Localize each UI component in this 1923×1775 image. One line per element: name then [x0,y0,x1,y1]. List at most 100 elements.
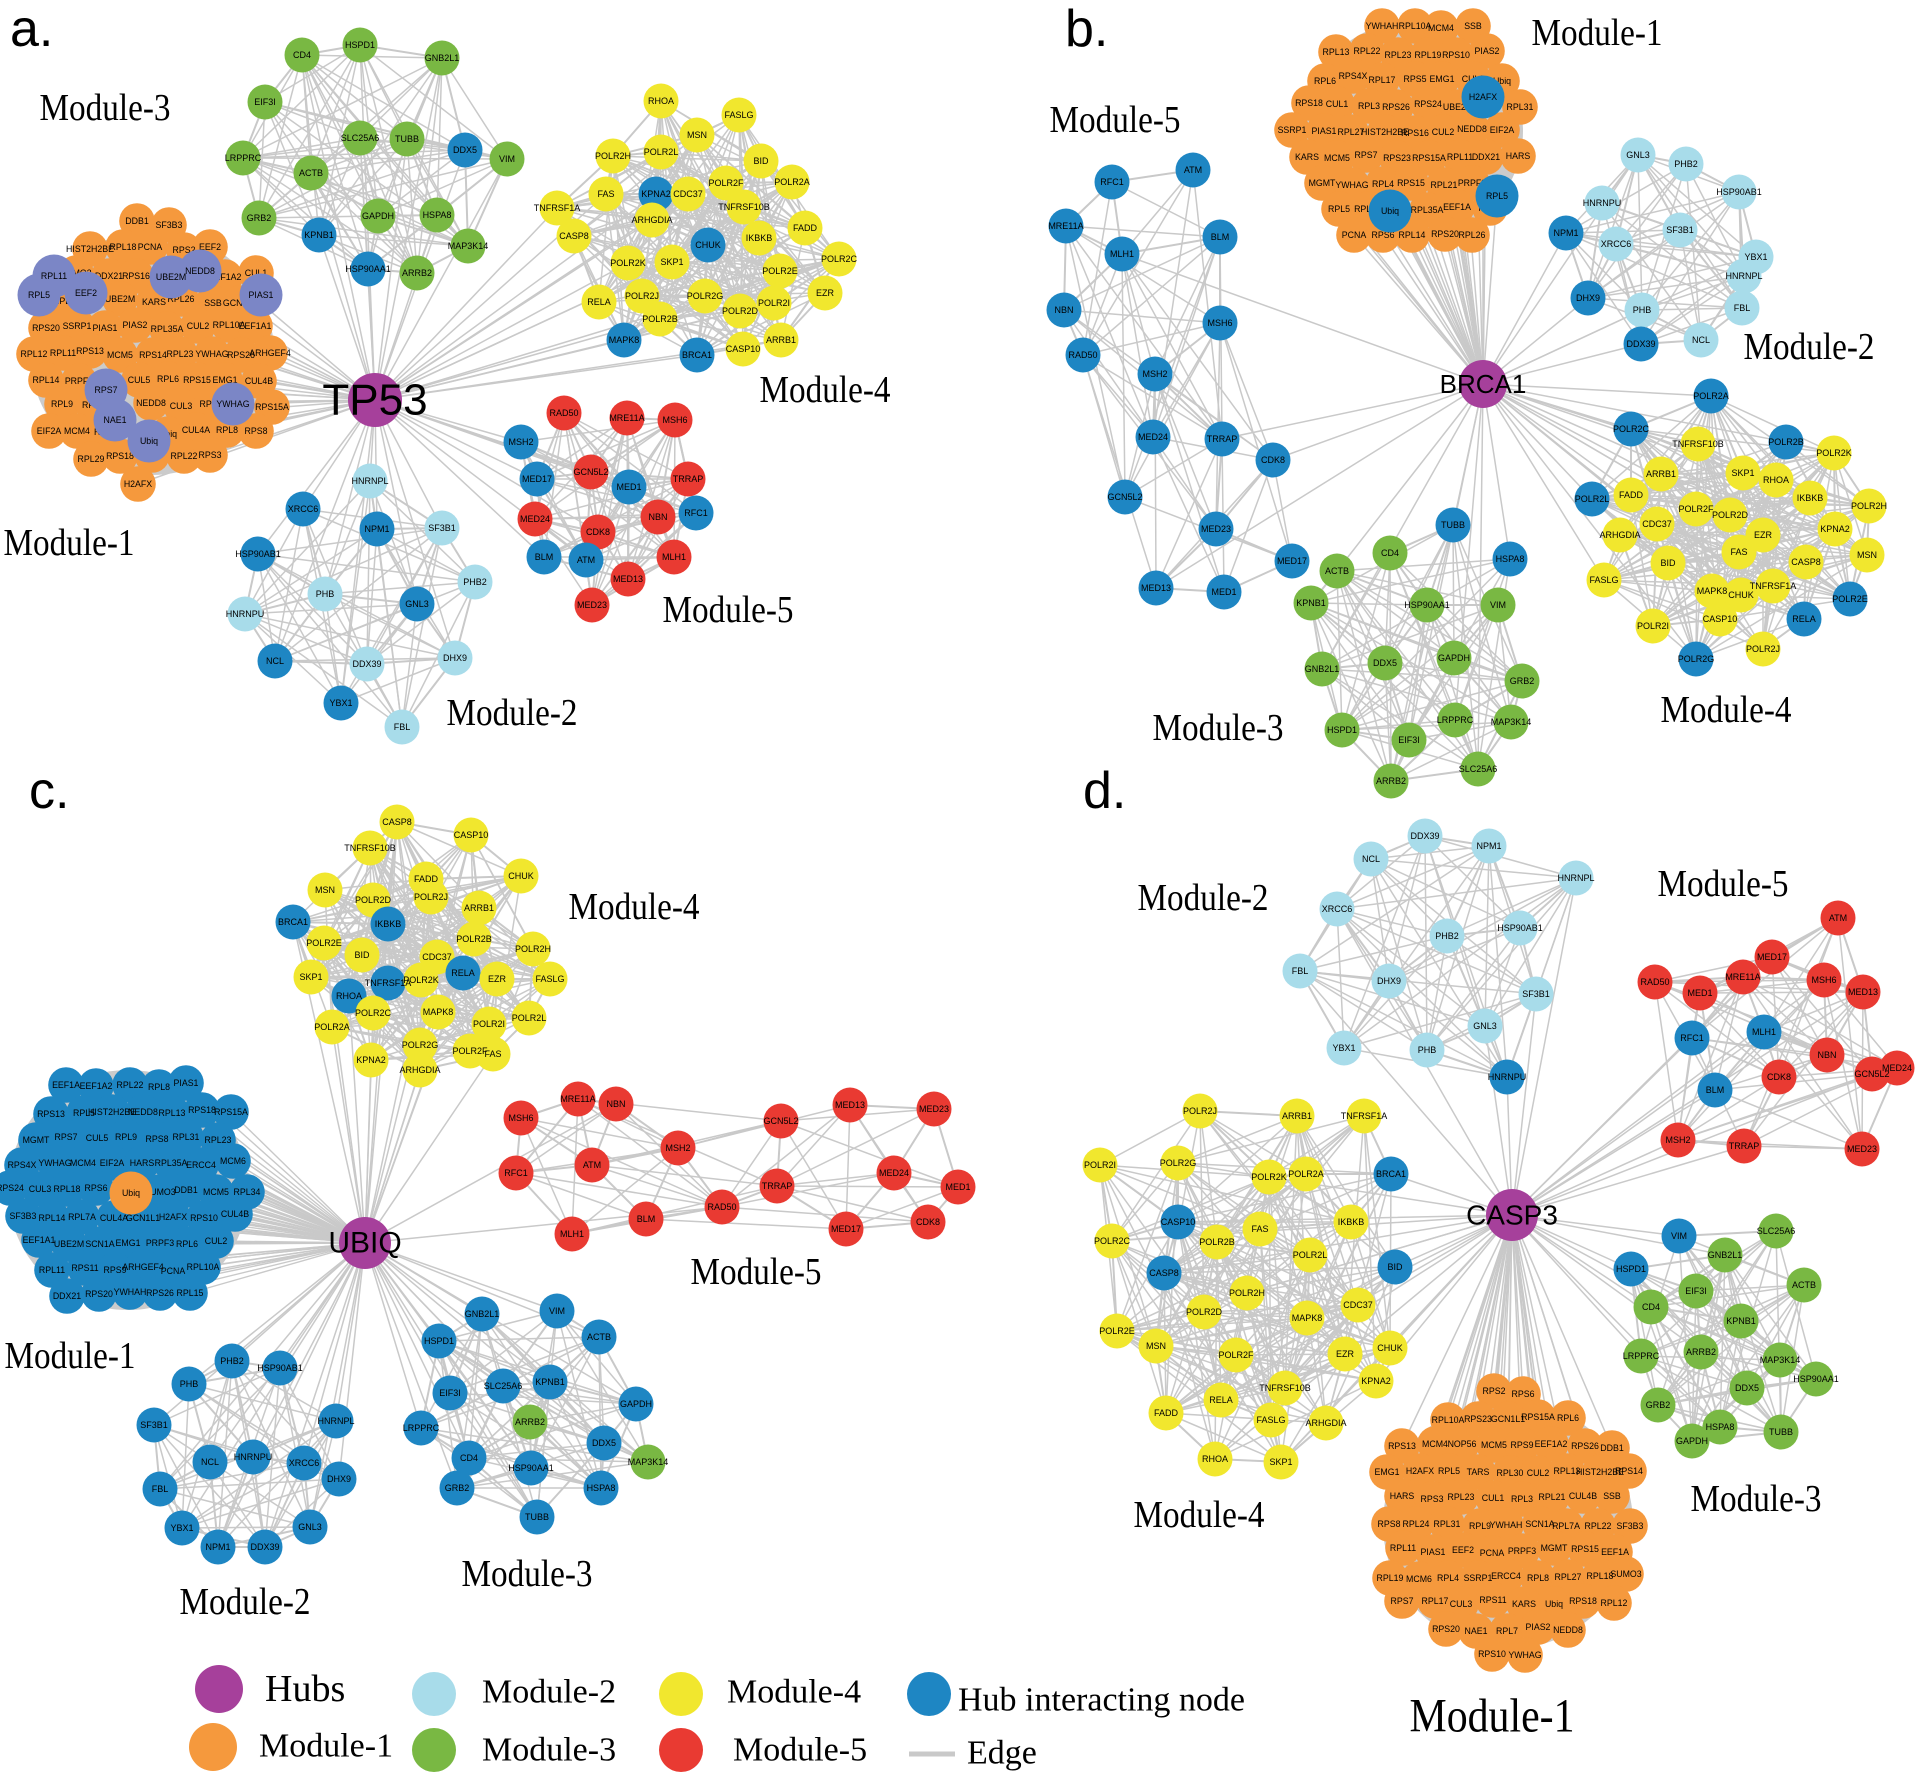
svg-text:HIST2H2BE: HIST2H2BE [88,1107,136,1117]
svg-text:CASP8: CASP8 [1149,1268,1179,1278]
svg-text:MRE11A: MRE11A [560,1094,595,1104]
svg-text:BLM: BLM [1211,232,1230,242]
svg-text:RPL9: RPL9 [115,1132,137,1142]
svg-text:RPS24: RPS24 [1414,99,1442,109]
svg-text:RFC1: RFC1 [504,1168,528,1178]
svg-text:POLR2D: POLR2D [722,306,759,316]
svg-text:PIAS1: PIAS1 [1312,126,1337,136]
svg-text:MSH2: MSH2 [665,1143,690,1153]
svg-text:UBE2M: UBE2M [54,1239,84,1249]
svg-text:NPM1: NPM1 [205,1542,230,1552]
svg-text:FBL: FBL [394,722,411,732]
svg-text:SUMO3: SUMO3 [144,1187,175,1197]
svg-text:MSH2: MSH2 [1665,1135,1690,1145]
svg-text:CHUK: CHUK [1728,590,1754,600]
svg-text:CUL1: CUL1 [1326,99,1349,109]
svg-text:YBX1: YBX1 [329,698,352,708]
svg-text:MED23: MED23 [577,600,607,610]
svg-text:RPL7: RPL7 [1496,1626,1518,1636]
svg-text:H2AFX: H2AFX [1469,92,1497,102]
svg-text:SKP1: SKP1 [299,972,322,982]
svg-text:SKP1: SKP1 [660,257,683,267]
svg-text:DDX5: DDX5 [1735,1383,1759,1393]
svg-text:RPL6: RPL6 [157,374,179,384]
svg-text:NBN: NBN [606,1099,625,1109]
svg-text:RPS6: RPS6 [85,1183,108,1193]
svg-text:RPL9: RPL9 [51,399,73,409]
svg-text:TRRAP: TRRAP [1207,434,1238,444]
svg-text:POLR2I: POLR2I [473,1019,505,1029]
svg-text:NEDD8: NEDD8 [128,1107,158,1117]
svg-text:MED24: MED24 [520,514,550,524]
svg-text:POLR2I: POLR2I [1637,621,1669,631]
svg-text:MED1: MED1 [1687,988,1712,998]
svg-text:TUBB: TUBB [1441,520,1465,530]
svg-text:Ubiq: Ubiq [1545,1599,1563,1609]
svg-text:MSH2: MSH2 [508,437,533,447]
svg-text:PHB: PHB [1633,305,1652,315]
svg-text:FADD: FADD [414,874,439,884]
svg-text:RPL13: RPL13 [159,1108,186,1118]
svg-text:Module-5: Module-5 [1050,99,1181,141]
svg-text:RPS15: RPS15 [183,375,211,385]
svg-text:POLR2H: POLR2H [1851,501,1887,511]
svg-text:TUBB: TUBB [1769,1427,1793,1437]
svg-text:MLH1: MLH1 [662,552,686,562]
svg-text:GAPDH: GAPDH [1676,1436,1708,1446]
svg-text:RPS16: RPS16 [122,271,150,281]
svg-text:NPM1: NPM1 [364,524,389,534]
svg-text:CDC37: CDC37 [422,952,452,962]
svg-text:MCM6: MCM6 [220,1156,246,1166]
svg-text:GCN1L1: GCN1L1 [1491,1414,1525,1424]
svg-text:ERCC4: ERCC4 [186,1160,216,1170]
svg-text:ARRB1: ARRB1 [1646,469,1676,479]
svg-text:RPL11: RPL11 [1390,1543,1416,1553]
svg-text:CASP8: CASP8 [382,817,412,827]
svg-text:CD4: CD4 [460,1453,478,1463]
svg-text:RPL21: RPL21 [1539,1492,1566,1502]
svg-text:H2AFX: H2AFX [1406,1466,1434,1476]
svg-text:MAP3K14: MAP3K14 [1760,1355,1801,1365]
svg-text:MED23: MED23 [1201,524,1231,534]
svg-text:RPL22: RPL22 [1354,46,1381,56]
svg-text:RPL29: RPL29 [78,454,105,464]
svg-text:RPL12: RPL12 [21,349,48,359]
svg-text:PHB: PHB [316,589,335,599]
svg-text:UBE2M: UBE2M [1443,102,1473,112]
svg-text:RPL31: RPL31 [173,1132,200,1142]
svg-text:DDX21: DDX21 [95,271,123,281]
svg-text:FASLG: FASLG [724,110,753,120]
svg-text:POLR2A: POLR2A [1693,391,1729,401]
svg-text:ERCC4: ERCC4 [1491,1571,1521,1581]
svg-text:MSH6: MSH6 [508,1113,533,1123]
svg-text:DDB1: DDB1 [1600,1443,1624,1453]
svg-text:H2AFX: H2AFX [159,1212,187,1222]
svg-text:H2AFX: H2AFX [124,479,152,489]
svg-text:GAPDH: GAPDH [620,1399,652,1409]
svg-text:Module-1: Module-1 [1532,12,1663,54]
svg-text:CDK8: CDK8 [1261,455,1285,465]
svg-text:PIAS1: PIAS1 [249,290,274,300]
svg-text:RPS24: RPS24 [0,1183,24,1193]
svg-text:EMG1: EMG1 [1375,1467,1400,1477]
svg-text:FAS: FAS [597,189,614,199]
svg-text:PHB2: PHB2 [220,1356,244,1366]
svg-text:CUL2: CUL2 [1527,1468,1550,1478]
svg-text:MED13: MED13 [1141,583,1171,593]
svg-text:SKP1: SKP1 [1269,1457,1292,1467]
svg-text:TNFRSF1A: TNFRSF1A [1750,581,1797,591]
svg-text:EIF3I: EIF3I [1398,735,1420,745]
svg-text:RPS26: RPS26 [146,1288,174,1298]
svg-text:RPS23: RPS23 [1464,1414,1492,1424]
svg-text:Module-3: Module-3 [40,87,171,129]
svg-text:EZR: EZR [816,288,835,298]
svg-text:CD4: CD4 [293,50,311,60]
svg-text:MAPK8: MAPK8 [609,335,640,345]
svg-text:HNRNPL: HNRNPL [1557,873,1594,883]
svg-text:RPL5: RPL5 [73,1108,95,1118]
svg-text:PCNA: PCNA [1342,230,1367,240]
svg-text:b.: b. [1065,0,1108,58]
svg-text:RPL7A: RPL7A [1354,204,1382,214]
svg-text:RAD50: RAD50 [707,1202,736,1212]
svg-text:YWHAG: YWHAG [38,1158,71,1168]
